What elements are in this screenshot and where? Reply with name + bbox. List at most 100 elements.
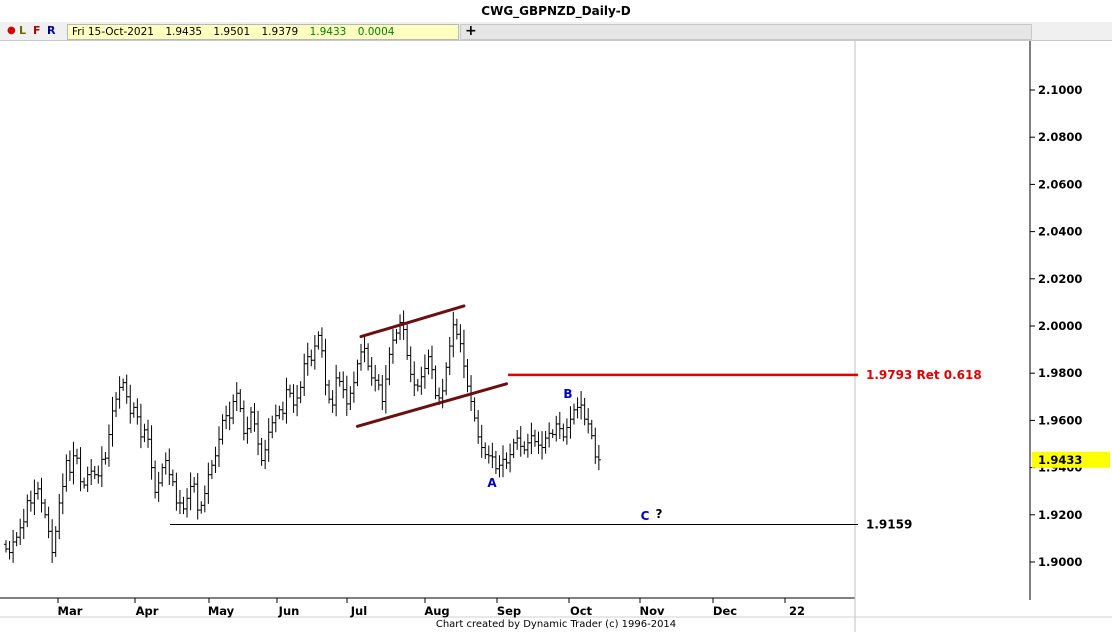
price-bar	[96, 465, 101, 484]
last-price-label: 1.9433	[1038, 453, 1082, 467]
price-bar	[85, 466, 90, 493]
price-bar	[167, 448, 172, 486]
x-tick-label: Mar	[58, 604, 83, 618]
price-bar	[362, 336, 367, 363]
price-bar	[103, 452, 108, 465]
price-bar	[369, 357, 374, 386]
price-bar	[376, 374, 381, 391]
price-bar	[188, 472, 193, 511]
price-bar	[82, 477, 87, 489]
price-bar	[532, 429, 537, 447]
price-bar	[515, 430, 520, 450]
price-bar	[387, 347, 392, 386]
price-bar	[280, 401, 285, 421]
price-bar	[593, 427, 598, 464]
price-bar	[554, 415, 559, 442]
price-bar	[355, 359, 360, 387]
price-bar	[472, 397, 477, 422]
price-bar	[359, 343, 363, 371]
price-bar	[174, 472, 179, 511]
support-label: 1.9159	[866, 517, 912, 531]
price-bar	[270, 415, 275, 439]
price-bar	[7, 540, 12, 560]
price-bar	[121, 378, 126, 391]
x-tick-label: Aug	[424, 604, 449, 618]
toolbar: ● L F R Fri 15-Oct-2021 1.9435 1.9501 1.…	[0, 22, 1112, 41]
ohlc-open: 1.9435	[165, 26, 203, 38]
price-bar	[117, 376, 122, 409]
price-bar	[131, 402, 136, 418]
price-bar	[256, 410, 261, 456]
price-bar	[231, 394, 236, 425]
price-bar	[572, 403, 576, 425]
price-bar	[564, 418, 569, 445]
ohlc-change: 0.0004	[357, 26, 395, 38]
price-bar	[543, 430, 548, 454]
price-bar	[383, 365, 388, 414]
price-bar	[430, 345, 434, 380]
y-tick-label: 1.9800	[1038, 366, 1082, 380]
chart-credit: Chart created by Dynamic Trader (c) 1996…	[435, 619, 677, 630]
toolbar-track	[460, 24, 1032, 40]
x-tick-label: Dec	[713, 604, 737, 618]
price-bar	[394, 328, 399, 344]
price-bar	[177, 489, 182, 515]
x-tick-label: Jul	[350, 604, 367, 618]
price-bar	[60, 473, 65, 515]
f-button[interactable]: F	[33, 24, 41, 37]
price-bar	[156, 471, 161, 502]
price-bar	[302, 353, 307, 396]
price-bar	[295, 384, 300, 417]
price-bar	[458, 324, 463, 353]
y-tick-label: 2.0400	[1038, 225, 1082, 239]
ohlc-close: 1.9433	[309, 26, 347, 38]
price-bar	[4, 540, 8, 553]
r-button[interactable]: R	[47, 24, 56, 37]
add-indicator-button[interactable]: +	[465, 23, 477, 39]
y-tick-label: 2.0800	[1038, 130, 1082, 144]
price-bar	[476, 409, 481, 444]
price-bar	[53, 526, 58, 557]
x-tick-label: Nov	[639, 604, 665, 618]
ohlc-low: 1.9379	[261, 26, 299, 38]
price-bar	[202, 485, 207, 513]
price-bar	[483, 442, 488, 460]
price-bar	[273, 404, 278, 433]
x-tick-label: 22	[789, 604, 805, 618]
price-bar	[28, 490, 33, 512]
price-bar	[547, 422, 552, 448]
price-bar	[35, 481, 40, 500]
y-tick-label: 2.1000	[1038, 83, 1082, 97]
y-tick-label: 1.9600	[1038, 413, 1082, 427]
wave-label: C	[641, 509, 650, 523]
price-bar	[373, 364, 378, 392]
window-title: CWG_GBPNZD_Daily-D	[0, 0, 1112, 23]
price-bar	[454, 318, 459, 340]
price-bar	[579, 391, 584, 420]
y-tick-label: 2.0600	[1038, 177, 1082, 191]
price-bar	[284, 377, 289, 424]
l-button[interactable]: L	[19, 24, 27, 37]
price-bar	[14, 532, 19, 547]
price-bar	[390, 329, 395, 364]
ohlc-high: 1.9501	[213, 26, 251, 38]
price-bar	[461, 329, 466, 379]
price-bar	[46, 506, 51, 539]
price-bar	[71, 441, 76, 485]
price-bar	[259, 437, 264, 466]
price-bar	[415, 378, 420, 392]
price-bar	[561, 423, 566, 442]
price-bar	[540, 431, 545, 460]
price-bar	[18, 518, 23, 546]
x-tick-label: Apr	[136, 604, 159, 618]
price-bar	[78, 447, 83, 492]
record-dot-button[interactable]: ●	[7, 25, 16, 36]
price-bar	[160, 463, 165, 487]
price-bar	[511, 438, 516, 459]
price-bar	[426, 349, 431, 375]
last-price-box	[1032, 451, 1110, 468]
price-bar	[366, 343, 371, 371]
price-bar	[550, 429, 555, 439]
price-bar	[266, 418, 271, 462]
